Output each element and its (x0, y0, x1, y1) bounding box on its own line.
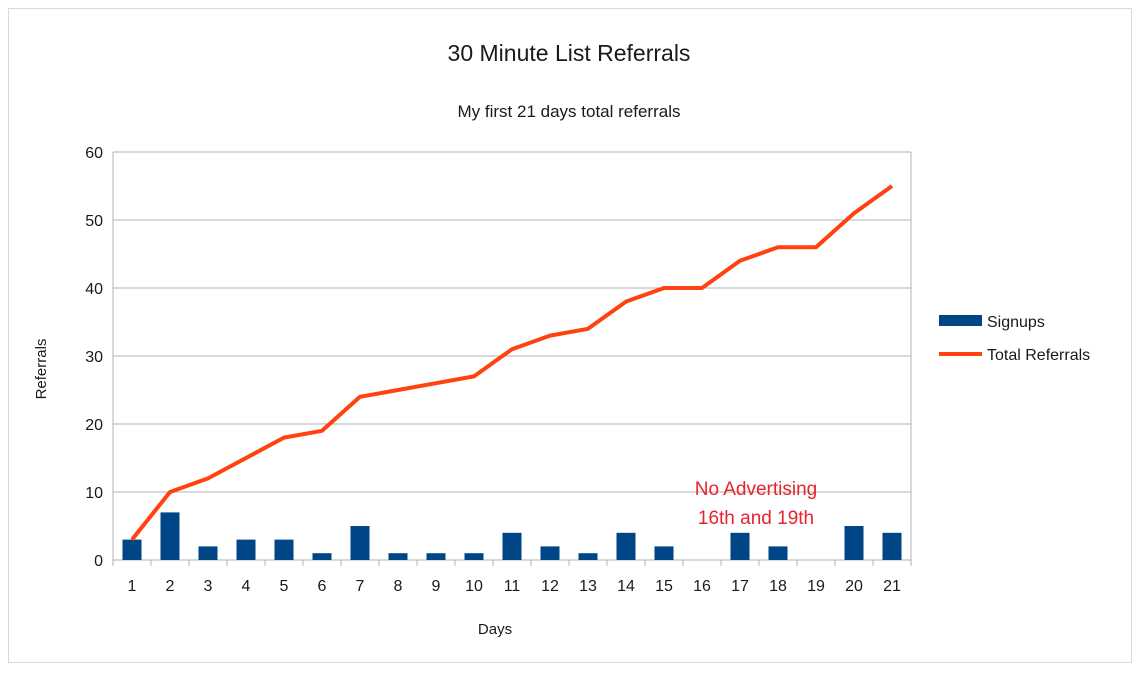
signups-bar (502, 532, 522, 560)
x-tick-labels: 1 2 3 4 5 6 7 8 9 10 11 12 13 14 15 16 17 18 19 20 21 (128, 578, 901, 595)
x-tick-label: 7 (356, 578, 365, 595)
x-tick-label: 10 (465, 578, 483, 595)
chart-frame: 30 Minute List Referrals My first 21 day… (8, 8, 1132, 663)
legend-label-signups: Signups (987, 314, 1045, 331)
x-tick-label: 1 (128, 578, 137, 595)
x-tick-label: 11 (504, 578, 521, 595)
x-tick-label: 16 (693, 578, 711, 595)
x-tick-label: 20 (845, 578, 863, 595)
x-tick-label: 8 (394, 578, 403, 595)
signups-bar (312, 553, 332, 560)
x-tick-label: 5 (280, 578, 289, 595)
x-tick-label: 18 (769, 578, 787, 595)
signups-bar (844, 526, 864, 560)
signups-bar (350, 526, 370, 560)
x-tick-label: 4 (242, 578, 251, 595)
x-tick-label: 14 (617, 578, 635, 595)
y-axis-label: Referrals (33, 339, 50, 400)
y-tick-label: 10 (85, 485, 103, 502)
y-tick-labels: 0 10 20 30 40 50 60 (85, 145, 103, 570)
gridlines (112, 151, 912, 566)
signups-bar (388, 553, 408, 560)
chart-title: 30 Minute List Referrals (448, 40, 691, 66)
x-tick-label: 15 (655, 578, 673, 595)
signups-bar (654, 546, 674, 560)
signups-bar (426, 553, 446, 560)
total-referrals-line-group (130, 184, 894, 541)
y-tick-label: 0 (94, 553, 103, 570)
signups-bar (616, 532, 636, 560)
x-tick-label: 2 (166, 578, 175, 595)
legend-label-total-referrals: Total Referrals (987, 347, 1090, 364)
signups-bar (464, 553, 484, 560)
y-tick-label: 60 (85, 145, 103, 162)
annotation: No Advertising 16th and 19th (695, 479, 818, 529)
y-tick-label: 50 (85, 213, 103, 230)
x-tick-label: 21 (883, 578, 901, 595)
x-tick-label: 19 (807, 578, 825, 595)
annotation-line-1: No Advertising (695, 479, 818, 500)
x-tick-label: 12 (541, 578, 559, 595)
legend: Signups Total Referrals (939, 314, 1090, 364)
signups-bars (122, 512, 902, 560)
x-tick-label: 3 (204, 578, 213, 595)
signups-bar (160, 512, 180, 560)
x-axis-label: Days (478, 621, 512, 638)
x-tick-label: 17 (731, 578, 749, 595)
signups-bar (236, 539, 256, 560)
signups-bar (198, 546, 218, 560)
y-tick-label: 30 (85, 349, 103, 366)
chart-svg: 30 Minute List Referrals My first 21 day… (33, 40, 1090, 638)
y-tick-label: 20 (85, 417, 103, 434)
signups-bar (882, 532, 902, 560)
signups-bar (274, 539, 294, 560)
x-tick-label: 6 (318, 578, 327, 595)
y-tick-label: 40 (85, 281, 103, 298)
signups-bar (730, 532, 750, 560)
total-referrals-line (130, 184, 894, 541)
x-tick-label: 9 (432, 578, 441, 595)
signups-bar (578, 553, 598, 560)
signups-bar (540, 546, 560, 560)
chart-subtitle: My first 21 days total referrals (458, 102, 681, 121)
annotation-line-2: 16th and 19th (698, 508, 814, 529)
signups-bar (122, 539, 142, 560)
signups-bar (768, 546, 788, 560)
x-tick-label: 13 (579, 578, 597, 595)
legend-swatch-signups (939, 315, 982, 326)
